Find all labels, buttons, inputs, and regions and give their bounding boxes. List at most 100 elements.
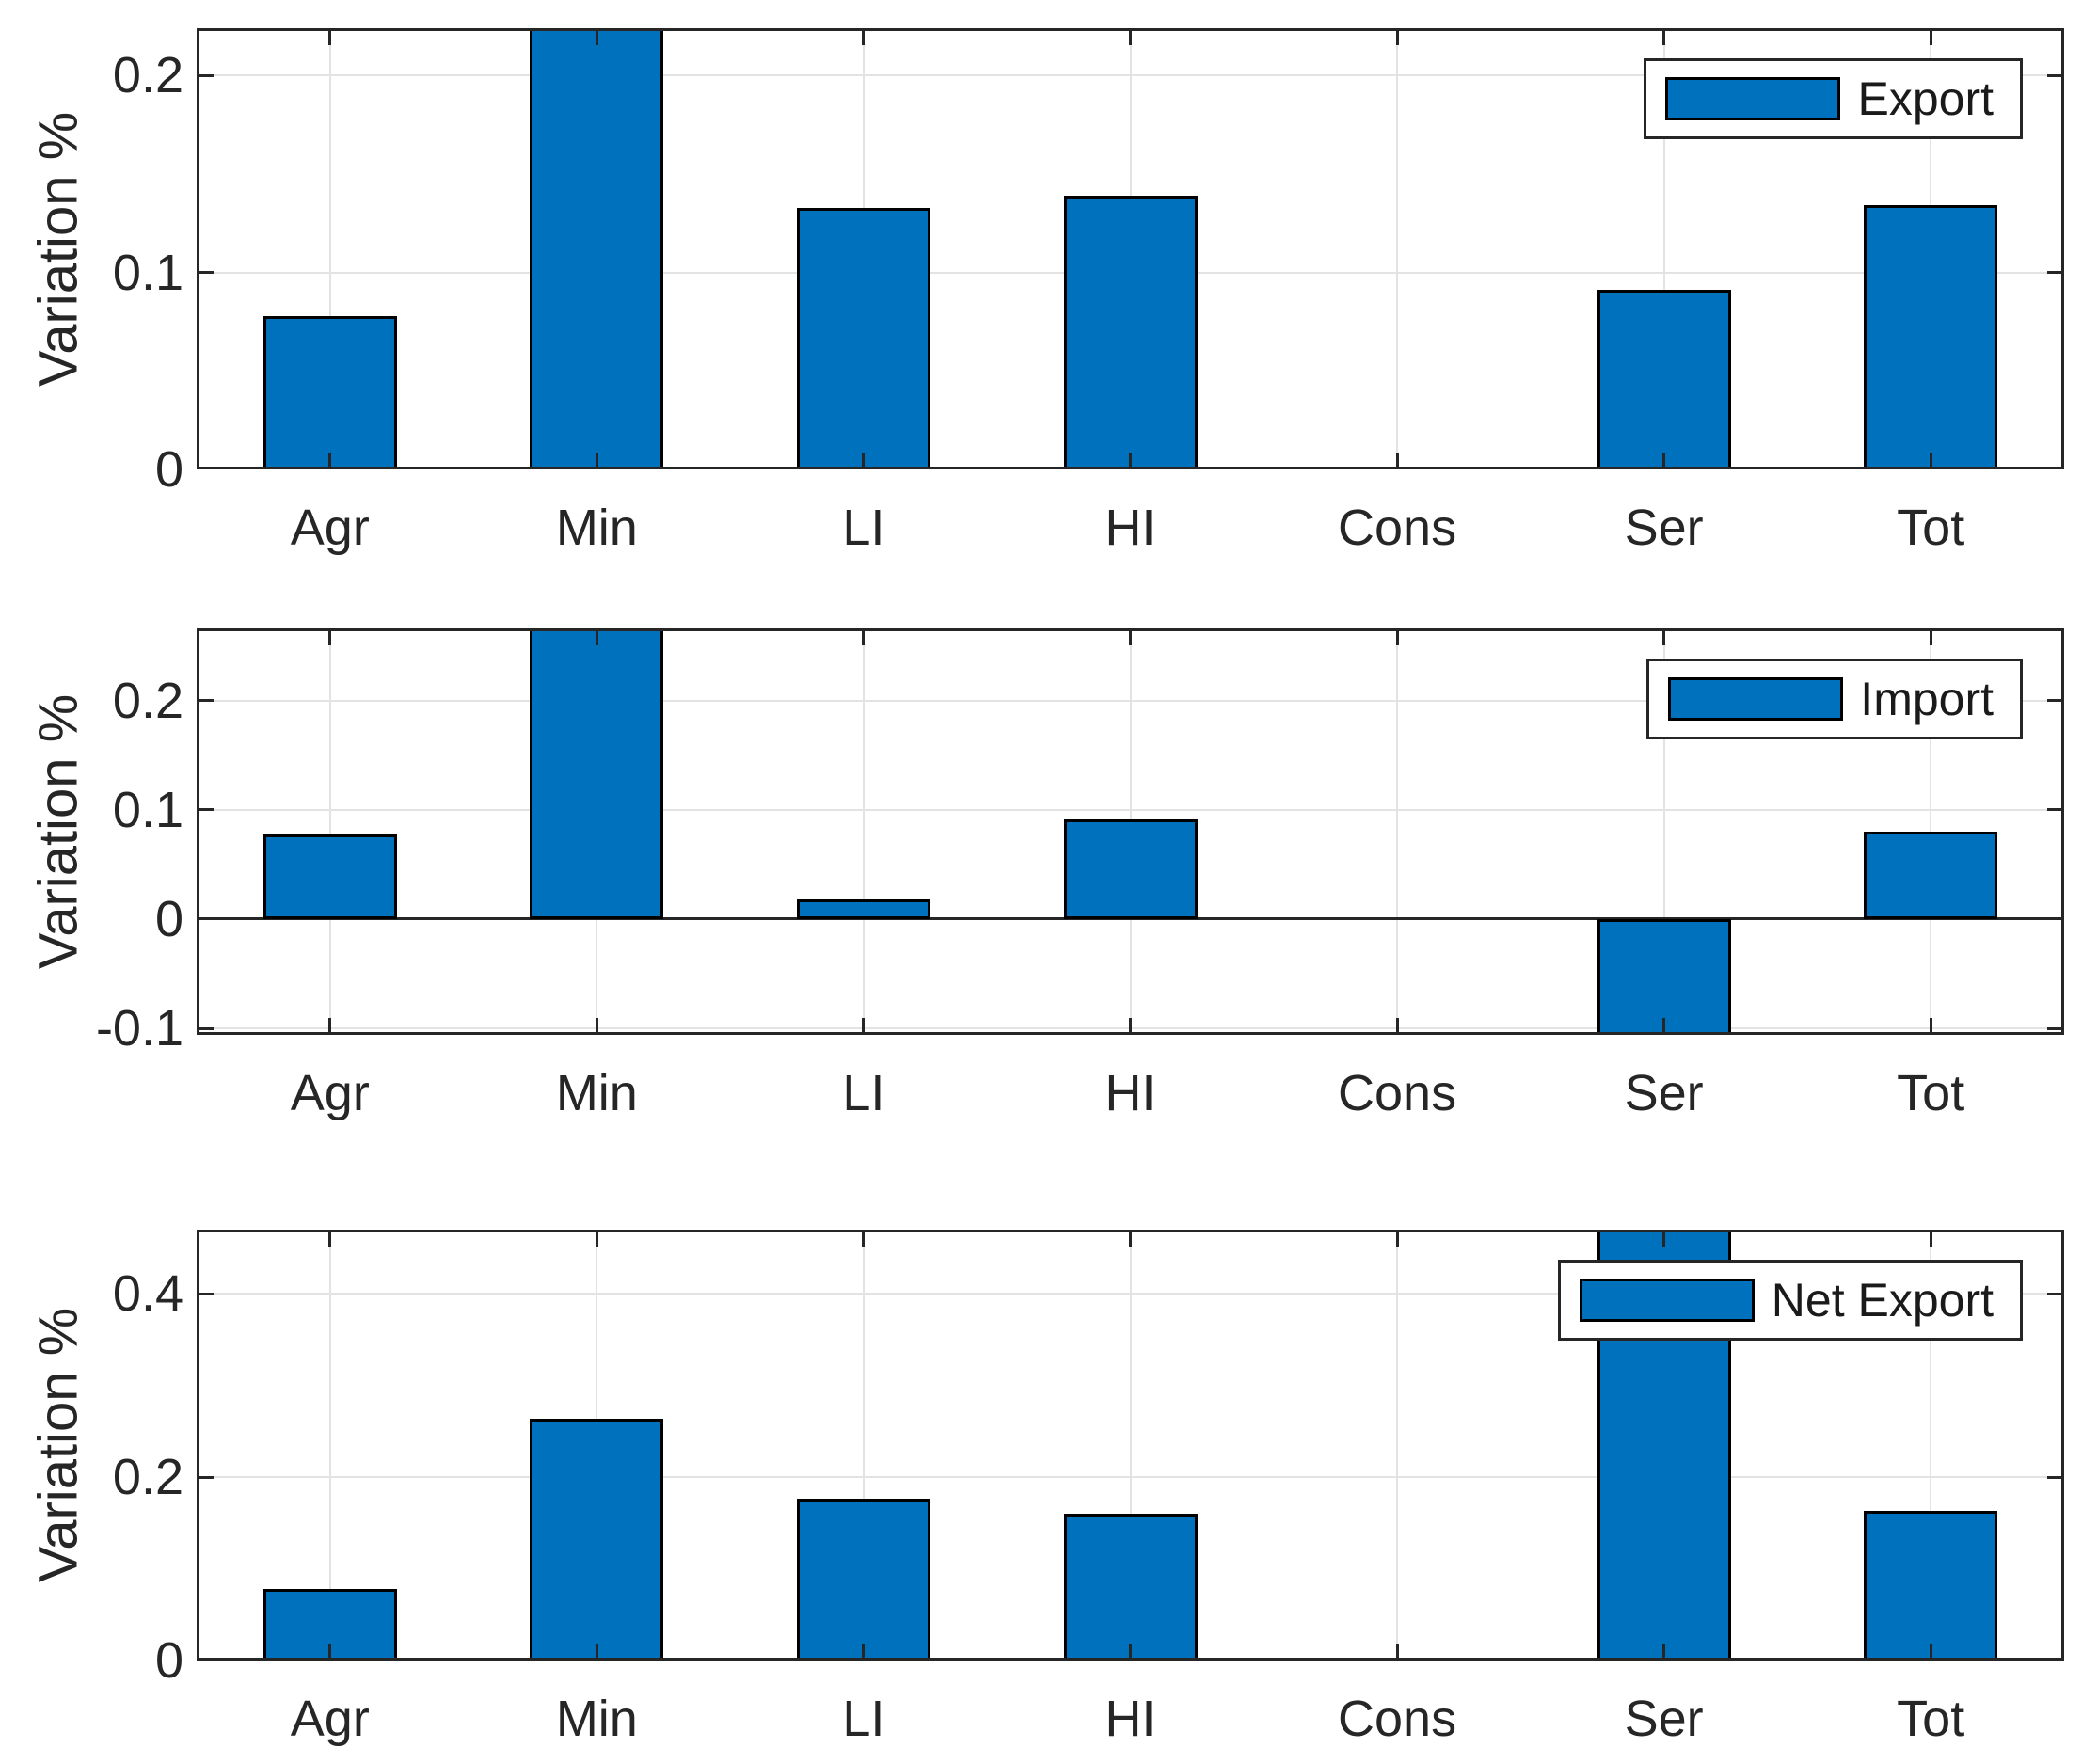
tick-mark xyxy=(2047,271,2064,275)
grid-layer xyxy=(197,28,2064,469)
tick-mark xyxy=(197,73,214,77)
gridline-vertical xyxy=(596,628,598,1035)
gridline-vertical xyxy=(1930,628,1932,1035)
gridline-vertical xyxy=(1129,1230,1132,1661)
tick-mark xyxy=(862,628,866,645)
bar-Tot xyxy=(1864,205,1998,469)
bar-Agr xyxy=(262,834,397,919)
gridline-vertical xyxy=(328,628,331,1035)
gridline-horizontal xyxy=(197,74,2064,77)
tick-mark xyxy=(328,1230,332,1247)
gridline-horizontal xyxy=(197,917,2064,920)
x-tick-label-Agr: Agr xyxy=(290,1065,370,1121)
legend-label: Net Export xyxy=(1771,1274,1994,1327)
tick-mark xyxy=(1395,1018,1399,1035)
gridline-vertical xyxy=(1129,628,1132,1035)
tick-mark xyxy=(595,28,598,45)
tick-mark xyxy=(1662,453,1666,469)
gridline-horizontal xyxy=(197,1293,2064,1295)
gridline-vertical xyxy=(596,28,598,469)
y-tick-label: 0.2 xyxy=(112,1449,183,1506)
y-tick-labels: 0 0.2 0.4 xyxy=(0,1230,183,1689)
gridline-vertical xyxy=(1129,28,1132,469)
x-tick-labels: Agr Min LI HI Cons Ser Tot xyxy=(197,1691,2064,1764)
bar-Agr xyxy=(262,315,397,469)
gridline-vertical xyxy=(1662,1230,1665,1661)
bar-HI xyxy=(1063,195,1198,469)
y-axis-title: Variation % xyxy=(27,111,89,387)
x-tick-label-Agr: Agr xyxy=(290,1691,370,1747)
bar-Min xyxy=(530,628,664,919)
tick-mark xyxy=(197,808,214,812)
tick-mark xyxy=(1662,1230,1666,1247)
x-tick-label-Min: Min xyxy=(555,1691,638,1747)
legend-import: Import xyxy=(1646,659,2023,739)
tick-mark xyxy=(1129,1018,1132,1035)
tick-mark xyxy=(862,28,866,45)
x-tick-label-Cons: Cons xyxy=(1338,1065,1457,1121)
bar-Tot xyxy=(1864,832,1998,919)
bars-layer xyxy=(197,1230,2064,1661)
gridline-vertical xyxy=(1396,1230,1399,1661)
tick-mark xyxy=(197,271,214,275)
tick-mark xyxy=(2047,1475,2064,1479)
plot-area: Export xyxy=(197,28,2064,469)
tick-mark xyxy=(595,1018,598,1035)
gridline-vertical xyxy=(1662,628,1665,1035)
plot-area: Import xyxy=(197,628,2064,1035)
gridline-horizontal xyxy=(197,808,2064,811)
y-axis-title: Variation % xyxy=(27,1307,89,1583)
tick-mark xyxy=(1929,453,1932,469)
gridline-vertical xyxy=(1662,28,1665,469)
tick-mark xyxy=(328,453,332,469)
x-tick-label-Cons: Cons xyxy=(1338,1691,1457,1747)
axes-frame xyxy=(197,628,2064,1035)
tick-mark xyxy=(2047,1658,2064,1661)
tick-mark xyxy=(1662,1018,1666,1035)
bar-Min xyxy=(530,28,664,469)
grid-layer xyxy=(197,1230,2064,1661)
tick-mark xyxy=(1395,628,1399,645)
y-tick-label: 0 xyxy=(154,890,183,947)
gridline-vertical xyxy=(1396,628,1399,1035)
bar-HI xyxy=(1063,1514,1198,1661)
tick-mark xyxy=(328,1018,332,1035)
gridline-vertical xyxy=(1930,1230,1932,1661)
tick-mark xyxy=(197,699,214,703)
tick-mark xyxy=(328,1644,332,1661)
tick-mark xyxy=(1929,1018,1932,1035)
tick-mark xyxy=(1662,28,1666,45)
legend-export: Export xyxy=(1644,58,2023,139)
x-tick-label-HI: HI xyxy=(1105,1691,1156,1747)
gridline-horizontal xyxy=(197,271,2064,274)
tick-mark xyxy=(197,467,214,469)
bar-LI xyxy=(796,1499,930,1661)
x-tick-label-Min: Min xyxy=(555,500,638,556)
tick-mark xyxy=(2047,699,2064,703)
tick-mark xyxy=(1129,1644,1132,1661)
tick-mark xyxy=(1929,1230,1932,1247)
gridline-vertical xyxy=(862,28,865,469)
tick-mark xyxy=(862,1018,866,1035)
gridline-vertical xyxy=(862,628,865,1035)
tick-mark xyxy=(1929,28,1932,45)
x-tick-label-Ser: Ser xyxy=(1624,1065,1704,1121)
tick-mark xyxy=(1395,1644,1399,1661)
y-axis-title: Variation % xyxy=(27,693,89,970)
tick-mark xyxy=(2047,917,2064,921)
tick-mark xyxy=(328,28,332,45)
tick-mark xyxy=(1395,1230,1399,1247)
y-tick-labels: -0.1 0 0.1 0.2 xyxy=(0,628,183,1057)
tick-mark xyxy=(595,453,598,469)
bar-Min xyxy=(530,1418,664,1661)
gridline-vertical xyxy=(596,1230,598,1661)
y-tick-label: 0.2 xyxy=(112,47,183,104)
legend-swatch xyxy=(1668,677,1844,721)
x-tick-labels: Agr Min LI HI Cons Ser Tot xyxy=(197,1065,2064,1140)
y-tick-labels: 0 0.1 0.2 xyxy=(0,28,183,498)
x-tick-label-LI: LI xyxy=(842,1691,885,1747)
gridline-vertical xyxy=(328,1230,331,1661)
tick-mark xyxy=(1929,628,1932,645)
tick-mark xyxy=(1129,1230,1132,1247)
